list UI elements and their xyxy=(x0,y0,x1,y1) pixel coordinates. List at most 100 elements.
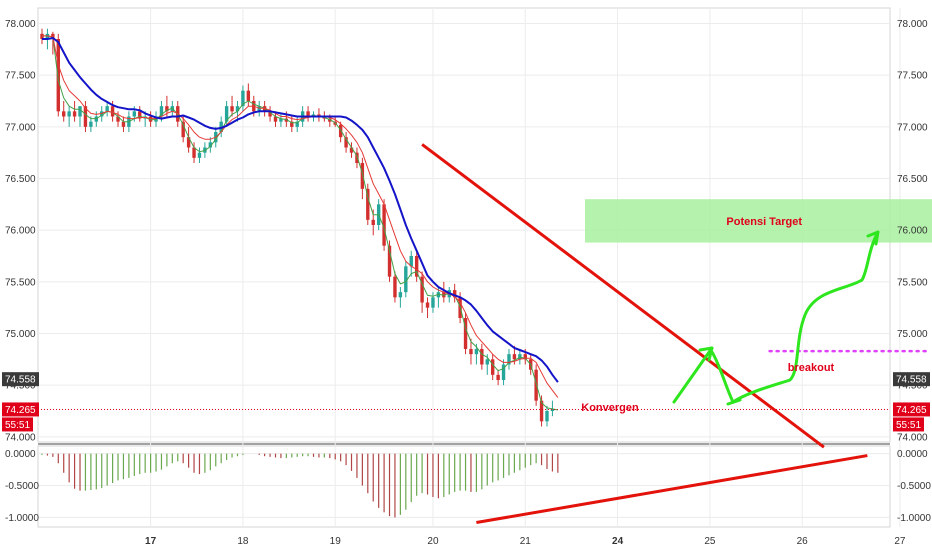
candle xyxy=(431,292,435,313)
target-zone-layer: Potensi Target xyxy=(585,199,932,243)
countdown-tag-right-bg xyxy=(893,417,924,432)
candle-body xyxy=(523,354,527,360)
time-tick: 17 xyxy=(145,536,157,547)
candle-body xyxy=(224,106,229,122)
ma-value-tag-left: 74.558 xyxy=(2,372,39,387)
candle xyxy=(224,101,229,127)
last-price-tag-right-bg xyxy=(893,402,930,417)
candle-body xyxy=(295,121,299,127)
osc-tick-right: -1.0000 xyxy=(897,513,931,524)
green-moving-average xyxy=(42,35,558,411)
price-tick-right: 75.000 xyxy=(897,329,928,340)
candle xyxy=(295,116,299,132)
candle xyxy=(257,101,261,117)
countdown-tag-right-text: 55:51 xyxy=(896,420,921,431)
candle xyxy=(501,359,506,386)
candle-body xyxy=(246,90,251,101)
candle xyxy=(518,349,522,365)
candle-body xyxy=(78,106,82,117)
candle-body xyxy=(420,276,424,303)
time-tick: 21 xyxy=(520,536,532,547)
candle-body xyxy=(360,163,365,189)
candle-body xyxy=(501,364,506,380)
time-tick: 26 xyxy=(797,536,809,547)
candle-body xyxy=(257,106,261,112)
price-tick-left: 77.500 xyxy=(5,71,36,82)
grid xyxy=(37,7,901,528)
osc-tick-left: 0.0000 xyxy=(5,449,36,460)
candle-body xyxy=(67,111,71,117)
candle xyxy=(409,250,413,277)
candle xyxy=(208,137,213,153)
candle-body xyxy=(138,111,142,119)
price-tick-left: 75.500 xyxy=(5,277,36,288)
candle-body xyxy=(366,188,370,220)
oscillator-panel-frame xyxy=(37,445,891,528)
time-tick: 25 xyxy=(704,536,716,547)
candle xyxy=(387,240,392,282)
candle-body xyxy=(45,33,50,39)
candle-body xyxy=(463,318,468,349)
ma-value-tag-left-text: 74.558 xyxy=(5,375,36,386)
candle xyxy=(452,283,457,303)
candle xyxy=(393,271,397,303)
price-tick-left: 76.000 xyxy=(5,226,36,237)
candle-body xyxy=(371,219,375,225)
candle-body xyxy=(344,137,348,148)
candle xyxy=(100,106,104,122)
price-tick-left: 77.000 xyxy=(5,122,36,133)
candles xyxy=(40,28,555,427)
candle xyxy=(539,395,544,427)
candle xyxy=(480,343,484,370)
time-tick: 19 xyxy=(330,536,342,547)
countdown-tag-left-bg xyxy=(2,417,33,432)
candle-body xyxy=(159,106,164,117)
price-tick-right: 78.000 xyxy=(897,19,928,30)
time-tick: 24 xyxy=(612,536,624,547)
candle-body xyxy=(241,90,245,107)
ma-value-tag-right: 74.558 xyxy=(893,372,930,387)
candle xyxy=(496,369,500,386)
candle-body xyxy=(110,106,115,117)
candle-body xyxy=(485,359,489,365)
candle-body xyxy=(290,121,294,127)
downtrend-line xyxy=(421,143,825,449)
price-tick-left: 78.000 xyxy=(5,19,36,30)
price-tick-left: 76.500 xyxy=(5,174,36,185)
candle-body xyxy=(121,121,126,127)
candle xyxy=(344,132,348,153)
price-tick-right: 77.000 xyxy=(897,122,928,133)
candle-body xyxy=(349,147,354,153)
candle xyxy=(360,157,365,200)
candle xyxy=(306,106,310,122)
candle xyxy=(241,85,245,112)
ma-value-tag-left-bg xyxy=(2,372,39,387)
annotations: breakout Konvergen xyxy=(38,143,929,525)
candle-body xyxy=(490,359,495,375)
price-tick-left: 74.000 xyxy=(5,432,36,443)
candle-body xyxy=(72,111,77,117)
osc-tick-right: -0.5000 xyxy=(897,481,931,492)
time-tick: 27 xyxy=(894,536,906,547)
candle xyxy=(230,95,234,117)
candle xyxy=(67,106,71,127)
candle xyxy=(105,101,109,117)
candle-body xyxy=(279,118,283,122)
candle xyxy=(404,261,408,298)
candle-body xyxy=(306,111,310,117)
candle xyxy=(425,297,430,318)
time-tick: 20 xyxy=(427,536,439,547)
candle xyxy=(246,83,251,107)
candle-body xyxy=(452,290,457,298)
projection-arrow-tick xyxy=(726,398,742,406)
candle-body xyxy=(208,142,213,148)
candle xyxy=(83,101,88,132)
candle-body xyxy=(116,116,120,122)
candle-body xyxy=(197,152,202,158)
time-tick: 18 xyxy=(237,536,249,547)
last-price-tag-right-text: 74.265 xyxy=(896,405,927,416)
price-tick-right: 74.000 xyxy=(897,432,928,443)
candle xyxy=(56,33,60,117)
candle xyxy=(40,28,44,45)
candle xyxy=(534,364,538,406)
